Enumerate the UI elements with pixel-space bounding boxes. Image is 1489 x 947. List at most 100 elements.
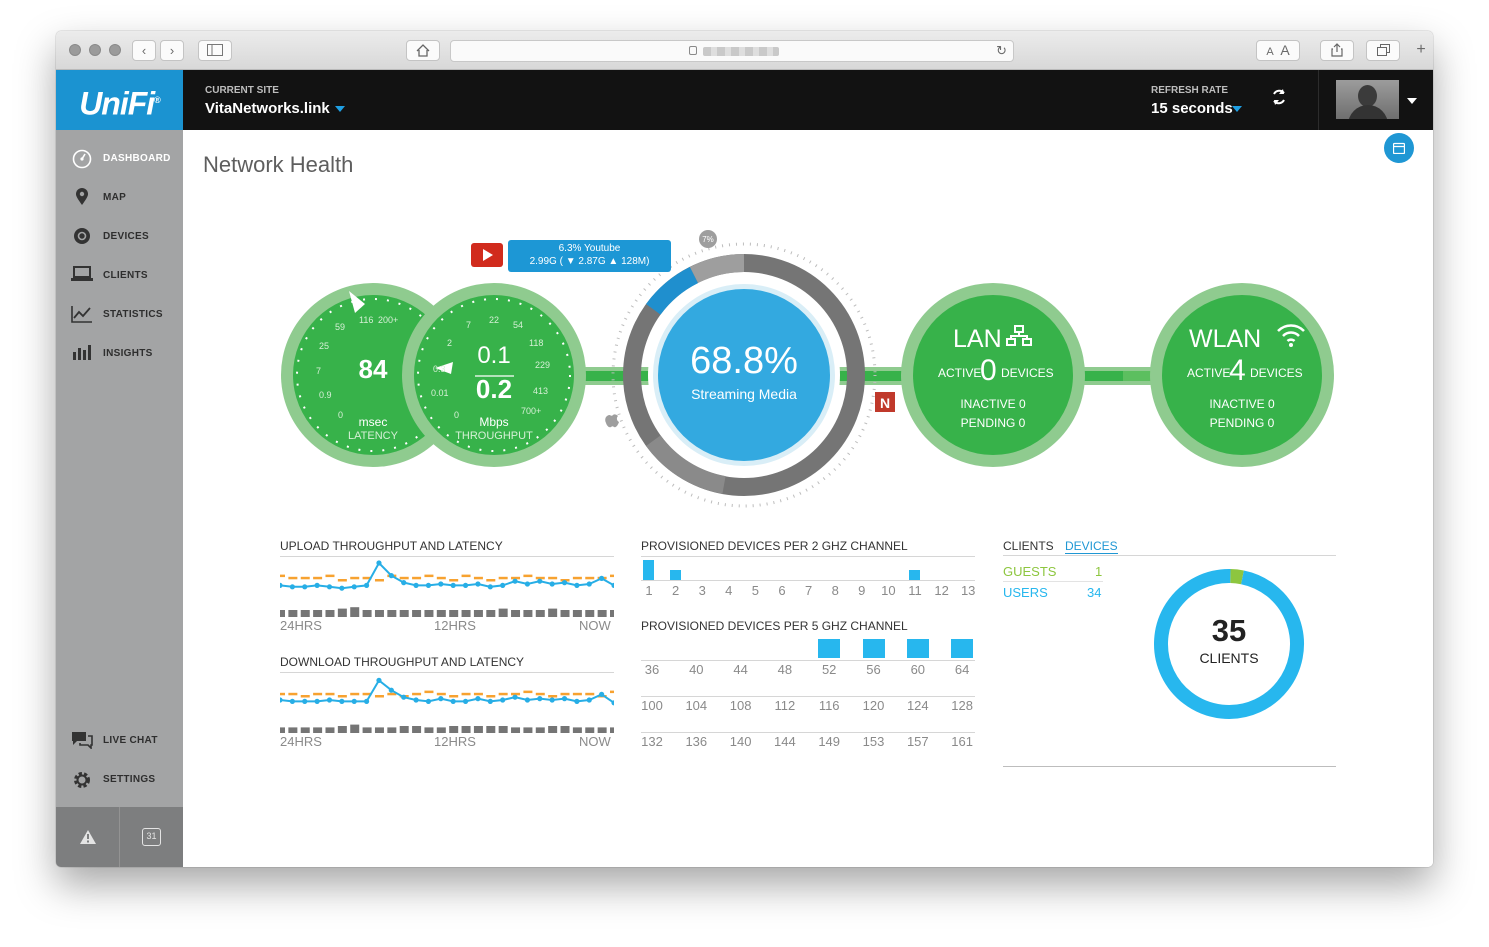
app-header: UniFi® CURRENT SITE VitaNetworks.link RE…	[56, 70, 1433, 130]
throughput-gauge-ticks	[417, 298, 571, 452]
wifi-icon	[1277, 324, 1305, 347]
tabs-overview-button[interactable]	[1366, 40, 1400, 61]
channel-5g-label: 153	[862, 734, 885, 749]
activity-bar	[610, 610, 614, 617]
channels-5g-rule	[641, 660, 975, 661]
laptop-icon	[71, 266, 93, 286]
download-chart-marks	[280, 677, 614, 733]
minimize-window-button[interactable]	[89, 44, 101, 56]
refresh-rate-selector[interactable]: 15 seconds	[1151, 100, 1233, 117]
user-menu-caret-icon[interactable]	[1407, 98, 1417, 104]
channel-5g-label: 112	[774, 698, 796, 713]
latency-mark	[548, 576, 558, 580]
sidebar-item-label: INSIGHTS	[103, 348, 153, 359]
events-calendar-button[interactable]: 31	[120, 807, 183, 867]
back-button[interactable]: ‹	[132, 40, 156, 61]
address-bar[interactable]: ↻	[450, 40, 1014, 62]
avatar[interactable]	[1336, 80, 1399, 119]
alerts-button[interactable]	[56, 807, 119, 867]
refresh-now-button[interactable]	[1268, 88, 1290, 110]
activity-bar	[325, 727, 335, 733]
latency-mark	[572, 692, 582, 696]
throughput-point	[599, 691, 605, 697]
sidebar-item-settings[interactable]: SETTINGS	[56, 765, 183, 795]
home-button[interactable]	[406, 40, 440, 61]
channel-5g-label: 144	[774, 734, 796, 749]
tab-devices[interactable]: DEVICES	[1065, 539, 1118, 554]
current-site-selector[interactable]: VitaNetworks.link	[205, 100, 330, 117]
latency-mark	[288, 576, 298, 580]
latency-mark	[461, 692, 471, 696]
throughput-point	[326, 697, 333, 703]
throughput-point	[438, 696, 444, 702]
activity-bar	[313, 610, 323, 617]
channel-2g-label: 4	[725, 583, 733, 598]
forward-button[interactable]: ›	[160, 40, 184, 61]
reload-icon[interactable]: ↻	[996, 43, 1007, 58]
throughput-upload-value: 0.1	[477, 342, 511, 369]
sidebar-item-label: CLIENTS	[103, 270, 148, 281]
text-smaller-label[interactable]: A	[1266, 46, 1274, 58]
latency-mark	[362, 576, 372, 580]
text-larger-label[interactable]: A	[1280, 42, 1290, 58]
download-chart-rule	[280, 672, 614, 673]
tabs-icon	[1376, 44, 1390, 56]
guests-label: GUESTS	[1003, 564, 1057, 579]
calendar-day-label: 31	[146, 831, 157, 841]
home-icon	[416, 44, 430, 57]
site-dropdown-caret-icon[interactable]	[335, 106, 345, 112]
user-menu[interactable]	[1318, 70, 1433, 130]
warning-icon	[79, 830, 96, 844]
unifi-logo[interactable]: UniFi®	[56, 70, 183, 130]
upload-chart-rule	[280, 556, 614, 557]
text-size-button[interactable]: A A	[1256, 40, 1300, 61]
latency-mark	[548, 695, 558, 698]
refresh-dropdown-caret-icon[interactable]	[1232, 106, 1242, 112]
activity-bar	[374, 610, 384, 617]
logo-text: UniFi	[79, 85, 155, 122]
apple-icon	[605, 414, 619, 428]
throughput-label: THROUGHPUT	[455, 430, 533, 442]
wlan-pending: PENDING 0	[1209, 416, 1275, 430]
streaming-media-gauge: 7% N	[605, 230, 895, 508]
sidebar-item-map[interactable]: MAP	[56, 183, 183, 213]
footer-divider	[119, 807, 120, 867]
network-health-graphic: 7% N	[281, 230, 1334, 508]
throughput-point	[611, 582, 614, 588]
youtube-tooltip: 6.3% Youtube 2.99G ( ▼ 2.87G ▲ 128M)	[508, 240, 671, 272]
sidebar-item-devices[interactable]: DEVICES	[56, 222, 183, 252]
latency-mark	[300, 576, 310, 580]
youtube-icon[interactable]	[471, 243, 503, 267]
throughput-point	[487, 698, 493, 704]
share-button[interactable]	[1320, 40, 1354, 61]
throughput-point	[512, 578, 518, 584]
activity-bar	[337, 608, 347, 617]
throughput-point	[351, 698, 357, 704]
throughput-point	[561, 696, 568, 702]
throughput-tick-label: 7	[466, 320, 472, 330]
lock-icon	[689, 46, 697, 55]
latency-mark	[585, 692, 595, 696]
channel-5g-label: 157	[906, 734, 929, 749]
tab-clients[interactable]: CLIENTS	[1003, 539, 1054, 553]
avatar-torso-shape	[1348, 105, 1388, 119]
throughput-unit: Mbps	[479, 415, 509, 429]
throughput-point	[339, 585, 345, 591]
zoom-window-button[interactable]	[109, 44, 121, 56]
close-window-button[interactable]	[69, 44, 81, 56]
activity-bar	[387, 610, 397, 617]
guests-slice	[1230, 569, 1244, 585]
date-picker-button[interactable]	[1384, 133, 1414, 163]
sidebar-item-insights[interactable]: INSIGHTS	[56, 339, 183, 369]
latency-mark	[350, 692, 360, 696]
upload-chart-title: UPLOAD THROUGHPUT AND LATENCY	[280, 539, 503, 553]
sidebar-item-live-chat[interactable]: LIVE CHAT	[56, 726, 183, 756]
latency-mark	[362, 692, 372, 696]
sidebar-item-dashboard[interactable]: DASHBOARD	[56, 144, 183, 174]
sidebar-item-clients[interactable]: CLIENTS	[56, 261, 183, 291]
lan-title: LAN	[953, 325, 1002, 353]
sidebar-item-statistics[interactable]: STATISTICS	[56, 300, 183, 330]
new-tab-button[interactable]: +	[1416, 41, 1426, 58]
sidebar-toggle-button[interactable]	[198, 40, 232, 61]
latency-unit: msec	[358, 415, 388, 429]
